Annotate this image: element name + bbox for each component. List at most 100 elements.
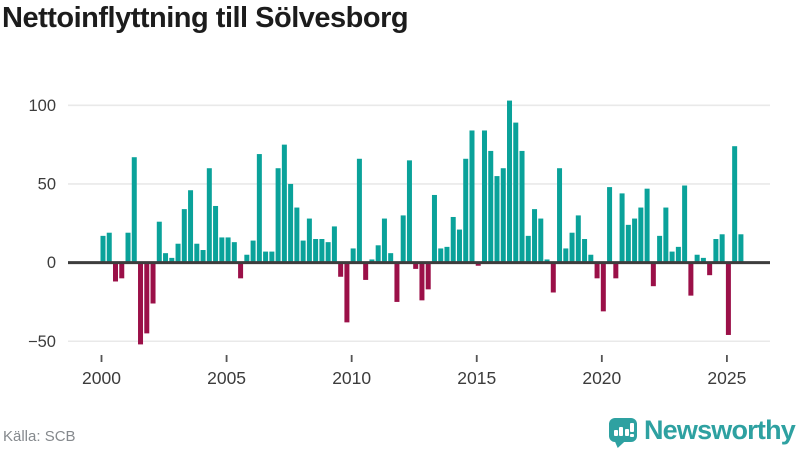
bar bbox=[319, 239, 325, 263]
bar bbox=[413, 262, 419, 269]
bar bbox=[444, 246, 450, 263]
bar bbox=[156, 221, 162, 263]
bar bbox=[238, 262, 244, 279]
bar bbox=[682, 185, 688, 263]
bar bbox=[250, 240, 256, 263]
bar bbox=[125, 232, 131, 263]
bar bbox=[438, 248, 444, 263]
bar bbox=[738, 234, 744, 263]
bar bbox=[569, 232, 575, 263]
bar bbox=[256, 154, 262, 263]
bar bbox=[650, 262, 656, 287]
bar bbox=[206, 168, 212, 263]
x-axis-tick-label: 2020 bbox=[582, 368, 621, 388]
bar bbox=[494, 176, 500, 263]
bar bbox=[188, 190, 194, 263]
bar bbox=[563, 248, 569, 263]
bar bbox=[394, 262, 400, 302]
bar bbox=[469, 130, 475, 263]
bar bbox=[294, 207, 300, 263]
bar bbox=[388, 253, 394, 263]
bar bbox=[588, 254, 594, 263]
bar bbox=[244, 254, 250, 263]
bar bbox=[732, 146, 738, 263]
bar bbox=[625, 224, 631, 263]
bar bbox=[225, 237, 231, 263]
bar bbox=[613, 262, 619, 279]
bar bbox=[619, 193, 625, 263]
logo-exclamation-dot bbox=[629, 433, 634, 437]
bar bbox=[106, 232, 112, 263]
bar bbox=[213, 205, 219, 263]
bar bbox=[638, 207, 644, 263]
bar bbox=[519, 150, 525, 263]
x-axis-tick-label: 2005 bbox=[207, 368, 246, 388]
bar bbox=[594, 262, 600, 279]
bar bbox=[113, 262, 119, 282]
bar bbox=[507, 100, 513, 263]
logo-bar-icon bbox=[624, 428, 629, 436]
bar bbox=[119, 262, 125, 279]
bar bbox=[644, 188, 650, 263]
source-note: Källa: SCB bbox=[3, 428, 76, 445]
logo-bar-icon bbox=[613, 429, 618, 436]
bar bbox=[363, 262, 369, 280]
bar bbox=[557, 168, 563, 263]
newsworthy-wordmark: Newsworthy bbox=[643, 414, 796, 445]
bar bbox=[532, 209, 538, 263]
x-axis-tick-label: 2000 bbox=[82, 368, 121, 388]
bar bbox=[356, 158, 362, 263]
bar bbox=[169, 257, 175, 263]
bar bbox=[131, 157, 137, 263]
bar bbox=[263, 251, 269, 263]
bar bbox=[375, 245, 381, 263]
bar bbox=[281, 144, 287, 263]
bar bbox=[632, 218, 638, 263]
bar bbox=[269, 251, 275, 263]
bar bbox=[582, 239, 588, 263]
y-axis-tick-label: 50 bbox=[38, 175, 56, 193]
bar bbox=[163, 253, 169, 263]
bar bbox=[550, 262, 556, 293]
bar bbox=[719, 234, 725, 263]
bar bbox=[381, 218, 387, 263]
bar bbox=[219, 237, 225, 263]
bar bbox=[481, 130, 487, 263]
bar bbox=[575, 215, 581, 263]
bar bbox=[456, 229, 462, 263]
bar bbox=[175, 243, 181, 263]
bar bbox=[200, 250, 206, 263]
y-axis-tick-label: 0 bbox=[47, 254, 56, 272]
bar bbox=[707, 262, 713, 276]
bar bbox=[431, 194, 437, 263]
bar bbox=[419, 262, 425, 301]
bar bbox=[663, 207, 669, 263]
bar bbox=[288, 183, 294, 263]
bar bbox=[725, 262, 731, 335]
bar bbox=[544, 259, 550, 263]
bar bbox=[194, 243, 200, 263]
bar bbox=[513, 122, 519, 263]
chart-title: Nettoinflyttning till Sölvesborg bbox=[2, 2, 409, 34]
bar bbox=[538, 218, 544, 263]
bar bbox=[138, 262, 144, 345]
bar bbox=[144, 262, 150, 334]
bar bbox=[688, 262, 694, 296]
bar bbox=[525, 235, 531, 263]
bar bbox=[406, 160, 412, 263]
bar bbox=[400, 215, 406, 263]
bar bbox=[313, 239, 319, 263]
bar bbox=[450, 216, 456, 263]
bar bbox=[700, 257, 706, 263]
bar bbox=[675, 246, 681, 263]
newsworthy-logo[interactable]: Newsworthy bbox=[608, 414, 796, 448]
bar bbox=[600, 262, 606, 312]
y-axis-tick-label: 100 bbox=[28, 97, 56, 115]
bar bbox=[100, 235, 106, 263]
bar bbox=[607, 187, 613, 263]
bar bbox=[344, 262, 350, 323]
bar bbox=[463, 158, 469, 263]
bar bbox=[657, 235, 663, 263]
